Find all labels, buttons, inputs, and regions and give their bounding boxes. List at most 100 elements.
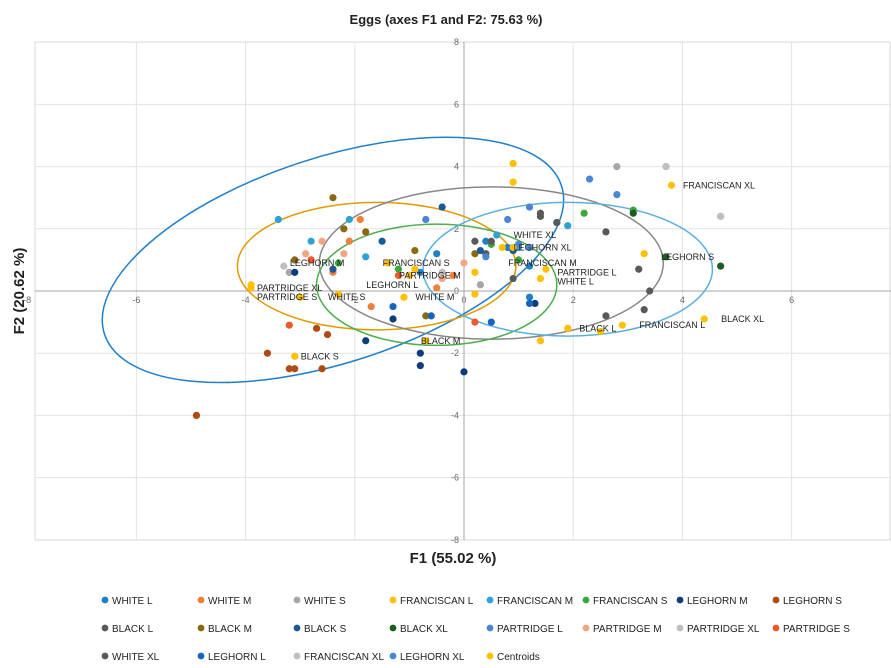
data-point: [307, 237, 315, 245]
data-point: [285, 365, 293, 373]
x-tick-label: 6: [789, 295, 794, 305]
legend-marker: [389, 624, 397, 632]
legend-marker: [582, 624, 590, 632]
confidence-ellipse: [422, 201, 714, 337]
data-point: [427, 312, 435, 320]
data-point: [302, 250, 310, 258]
series-partridge-s: [285, 256, 479, 329]
data-point: [640, 306, 648, 314]
series-leghorn-l: [389, 299, 534, 326]
legend-marker: [582, 596, 590, 604]
data-point: [433, 284, 441, 292]
legend-label: FRANCISCAN M: [497, 596, 573, 607]
data-point: [318, 237, 326, 245]
legend-label: LEGHORN M: [687, 596, 748, 607]
data-point: [312, 324, 321, 332]
data-point: [618, 321, 626, 329]
x-tick-label: -6: [132, 295, 140, 305]
legend-label: Centroids: [497, 652, 540, 663]
legend-marker: [101, 596, 109, 604]
legend-item: FRANCISCAN L: [389, 596, 474, 607]
centroid-label: BLACK L: [579, 323, 616, 333]
data-point: [482, 253, 490, 261]
legend-item: WHITE L: [101, 596, 153, 607]
y-tick-label: -2: [451, 348, 459, 358]
data-point: [405, 271, 413, 280]
data-point: [613, 190, 621, 199]
legend-item: BLACK M: [197, 624, 252, 635]
series-black-m: [291, 194, 479, 320]
series-franciscan-xl: [662, 163, 725, 220]
series-white-s: [285, 163, 725, 289]
series-centroids: [247, 181, 708, 360]
data-point: [525, 299, 534, 308]
legend-marker: [772, 596, 780, 604]
legend-label: WHITE M: [208, 596, 251, 607]
legend-marker: [293, 652, 301, 660]
legend-label: WHITE XL: [112, 652, 160, 663]
data-point: [531, 299, 539, 308]
legend-label: WHITE S: [304, 596, 346, 607]
data-point: [383, 259, 392, 267]
series-leghorn-xl: [515, 240, 534, 252]
data-point: [362, 253, 370, 261]
confidence-ellipse: [101, 136, 565, 384]
chart-title: Eggs (axes F1 and F2: 75.63 %): [350, 12, 543, 27]
data-point: [291, 352, 299, 360]
centroid-label: WHITE L: [557, 277, 594, 287]
data-point: [274, 215, 282, 224]
y-tick-label: 4: [454, 162, 459, 172]
data-point: [378, 237, 386, 245]
data-point: [280, 262, 288, 270]
data-point: [542, 265, 550, 273]
legend-item: WHITE XL: [101, 652, 160, 663]
legend-marker: [293, 596, 301, 604]
data-point: [422, 215, 430, 224]
legend-label: BLACK S: [304, 624, 347, 635]
legend-item: LEGHORN XL: [389, 652, 465, 663]
data-point: [667, 181, 676, 189]
data-point: [362, 337, 370, 345]
data-point: [460, 368, 468, 376]
legend-label: LEGHORN XL: [400, 652, 465, 663]
data-point: [471, 250, 479, 258]
legend-marker: [486, 596, 494, 604]
data-point: [291, 365, 299, 373]
centroid-label: BLACK M: [421, 336, 461, 346]
centroid-label: FRANCISCAN L: [639, 320, 705, 330]
data-point: [487, 237, 495, 245]
legend-item: FRANCISCAN XL: [293, 652, 384, 663]
data-point: [602, 312, 610, 320]
data-point: [525, 203, 534, 211]
legend-label: BLACK M: [208, 624, 252, 635]
data-point: [536, 209, 545, 217]
x-tick-label: -8: [23, 295, 31, 305]
data-point: [433, 250, 441, 258]
data-point: [580, 209, 588, 217]
legend-label: BLACK L: [112, 624, 154, 635]
data-point: [564, 222, 572, 230]
data-point: [334, 290, 343, 298]
legend-item: PARTRIDGE L: [486, 624, 563, 635]
data-point: [700, 315, 708, 323]
data-point: [487, 318, 495, 326]
x-tick-label: -2: [351, 295, 359, 305]
data-point: [411, 265, 419, 273]
centroid-label: FRANCISCAN XL: [683, 180, 755, 190]
data-point: [449, 271, 457, 280]
data-point: [345, 215, 353, 224]
data-point: [460, 259, 468, 267]
y-tick-label: 8: [454, 37, 459, 47]
data-point: [416, 349, 424, 357]
y-tick-label: 2: [454, 224, 459, 234]
data-point: [422, 312, 430, 320]
legend-label: FRANCISCAN S: [593, 596, 668, 607]
series-partridge-m: [302, 237, 468, 283]
legend-label: BLACK XL: [400, 624, 448, 635]
data-point: [438, 268, 446, 276]
data-point: [471, 268, 479, 276]
legend-item: Centroids: [486, 652, 540, 663]
